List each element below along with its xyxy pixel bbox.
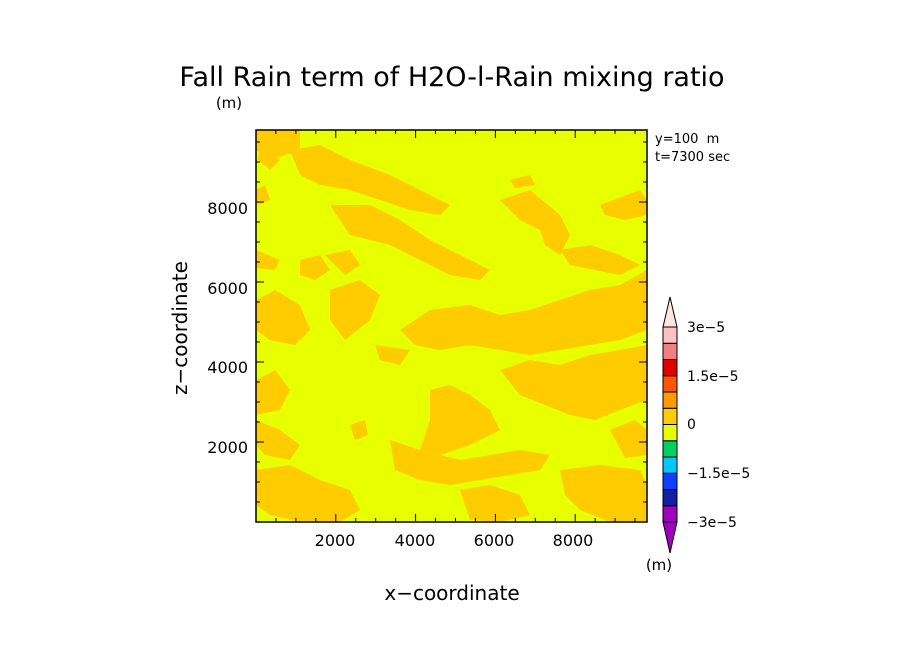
colorbar-cell	[662, 505, 678, 523]
x-tick-label: 2000	[315, 531, 356, 550]
y-tick-label: 2000	[207, 438, 248, 457]
y-tick-label: 4000	[207, 358, 248, 377]
contour-patch	[325, 250, 360, 275]
frame-minor-ticks	[256, 130, 647, 522]
contour-patch	[390, 440, 550, 485]
contour-patch	[420, 385, 500, 455]
contour-patch	[330, 280, 380, 340]
y-tick-label: 6000	[207, 279, 248, 298]
contour-patch	[500, 345, 647, 420]
colorbar-cell	[662, 489, 678, 507]
colorbar-label: 3e−5	[687, 320, 725, 336]
colorbar-cell	[662, 391, 678, 409]
contour-patch	[400, 270, 647, 355]
contour-patches	[256, 130, 647, 522]
colorbar-cell	[662, 375, 678, 393]
contour-patch	[256, 290, 310, 345]
x-axis-label: x−coordinate	[384, 581, 519, 605]
x-tick-label: 4000	[395, 531, 436, 550]
colorbar-label: −1.5e−5	[687, 466, 750, 482]
contour-patch	[560, 245, 640, 275]
x-tick-label: 8000	[553, 531, 594, 550]
colorbar-cell	[662, 424, 678, 442]
colorbar-cell	[662, 440, 678, 458]
contour-patch	[560, 465, 647, 522]
contour-patch	[600, 190, 647, 220]
contour-patch	[256, 465, 360, 522]
contour-patch	[330, 205, 490, 280]
colorbar: 3e−5 1.5e−5 0 −1.5e−5 −3e−5 (m)	[646, 296, 750, 574]
contour-patch	[500, 190, 570, 255]
contour-patch	[290, 145, 450, 215]
y-axis: 2000 4000 6000 8000 z−coordinate	[168, 199, 248, 457]
contour-patch	[610, 420, 647, 458]
x-tick-label: 6000	[474, 531, 515, 550]
plot-area	[255, 129, 648, 523]
y-axis-label: z−coordinate	[168, 261, 192, 395]
contour-patch	[256, 185, 270, 205]
colorbar-bottom-triangle	[662, 521, 678, 554]
colorbar-units-label: (m)	[646, 556, 672, 574]
contour-patch	[258, 140, 280, 170]
contour-patch	[510, 175, 535, 188]
contour-patch	[300, 255, 330, 280]
annotation-time: t=7300 sec	[655, 150, 730, 165]
contour-patch	[256, 420, 300, 460]
contour-patch	[460, 485, 530, 522]
contour-patch	[350, 420, 368, 440]
colorbar-label: 1.5e−5	[687, 369, 739, 385]
colorbar-cell	[662, 407, 678, 425]
annotations: y=100 m t=7300 sec	[655, 132, 730, 165]
contour-patch	[375, 345, 410, 365]
colorbar-cell	[662, 326, 678, 344]
x-axis: 2000 4000 6000 8000 x−coordinate	[315, 531, 594, 605]
chart-title: Fall Rain term of H2O-l-Rain mixing rati…	[179, 62, 724, 93]
contour-patch	[256, 250, 280, 270]
colorbar-cells	[662, 326, 678, 523]
colorbar-label: −3e−5	[687, 515, 737, 531]
colorbar-cell	[662, 342, 678, 360]
title-units-label: (m)	[216, 94, 242, 112]
contour-patch	[256, 370, 290, 415]
colorbar-top-triangle	[662, 296, 678, 328]
annotation-y: y=100 m	[655, 132, 719, 147]
colorbar-cell	[662, 456, 678, 474]
colorbar-cell	[662, 472, 678, 490]
colorbar-cell	[662, 359, 678, 377]
y-tick-label: 8000	[207, 199, 248, 218]
plot-frame	[255, 129, 648, 523]
colorbar-label: 0	[687, 417, 696, 433]
